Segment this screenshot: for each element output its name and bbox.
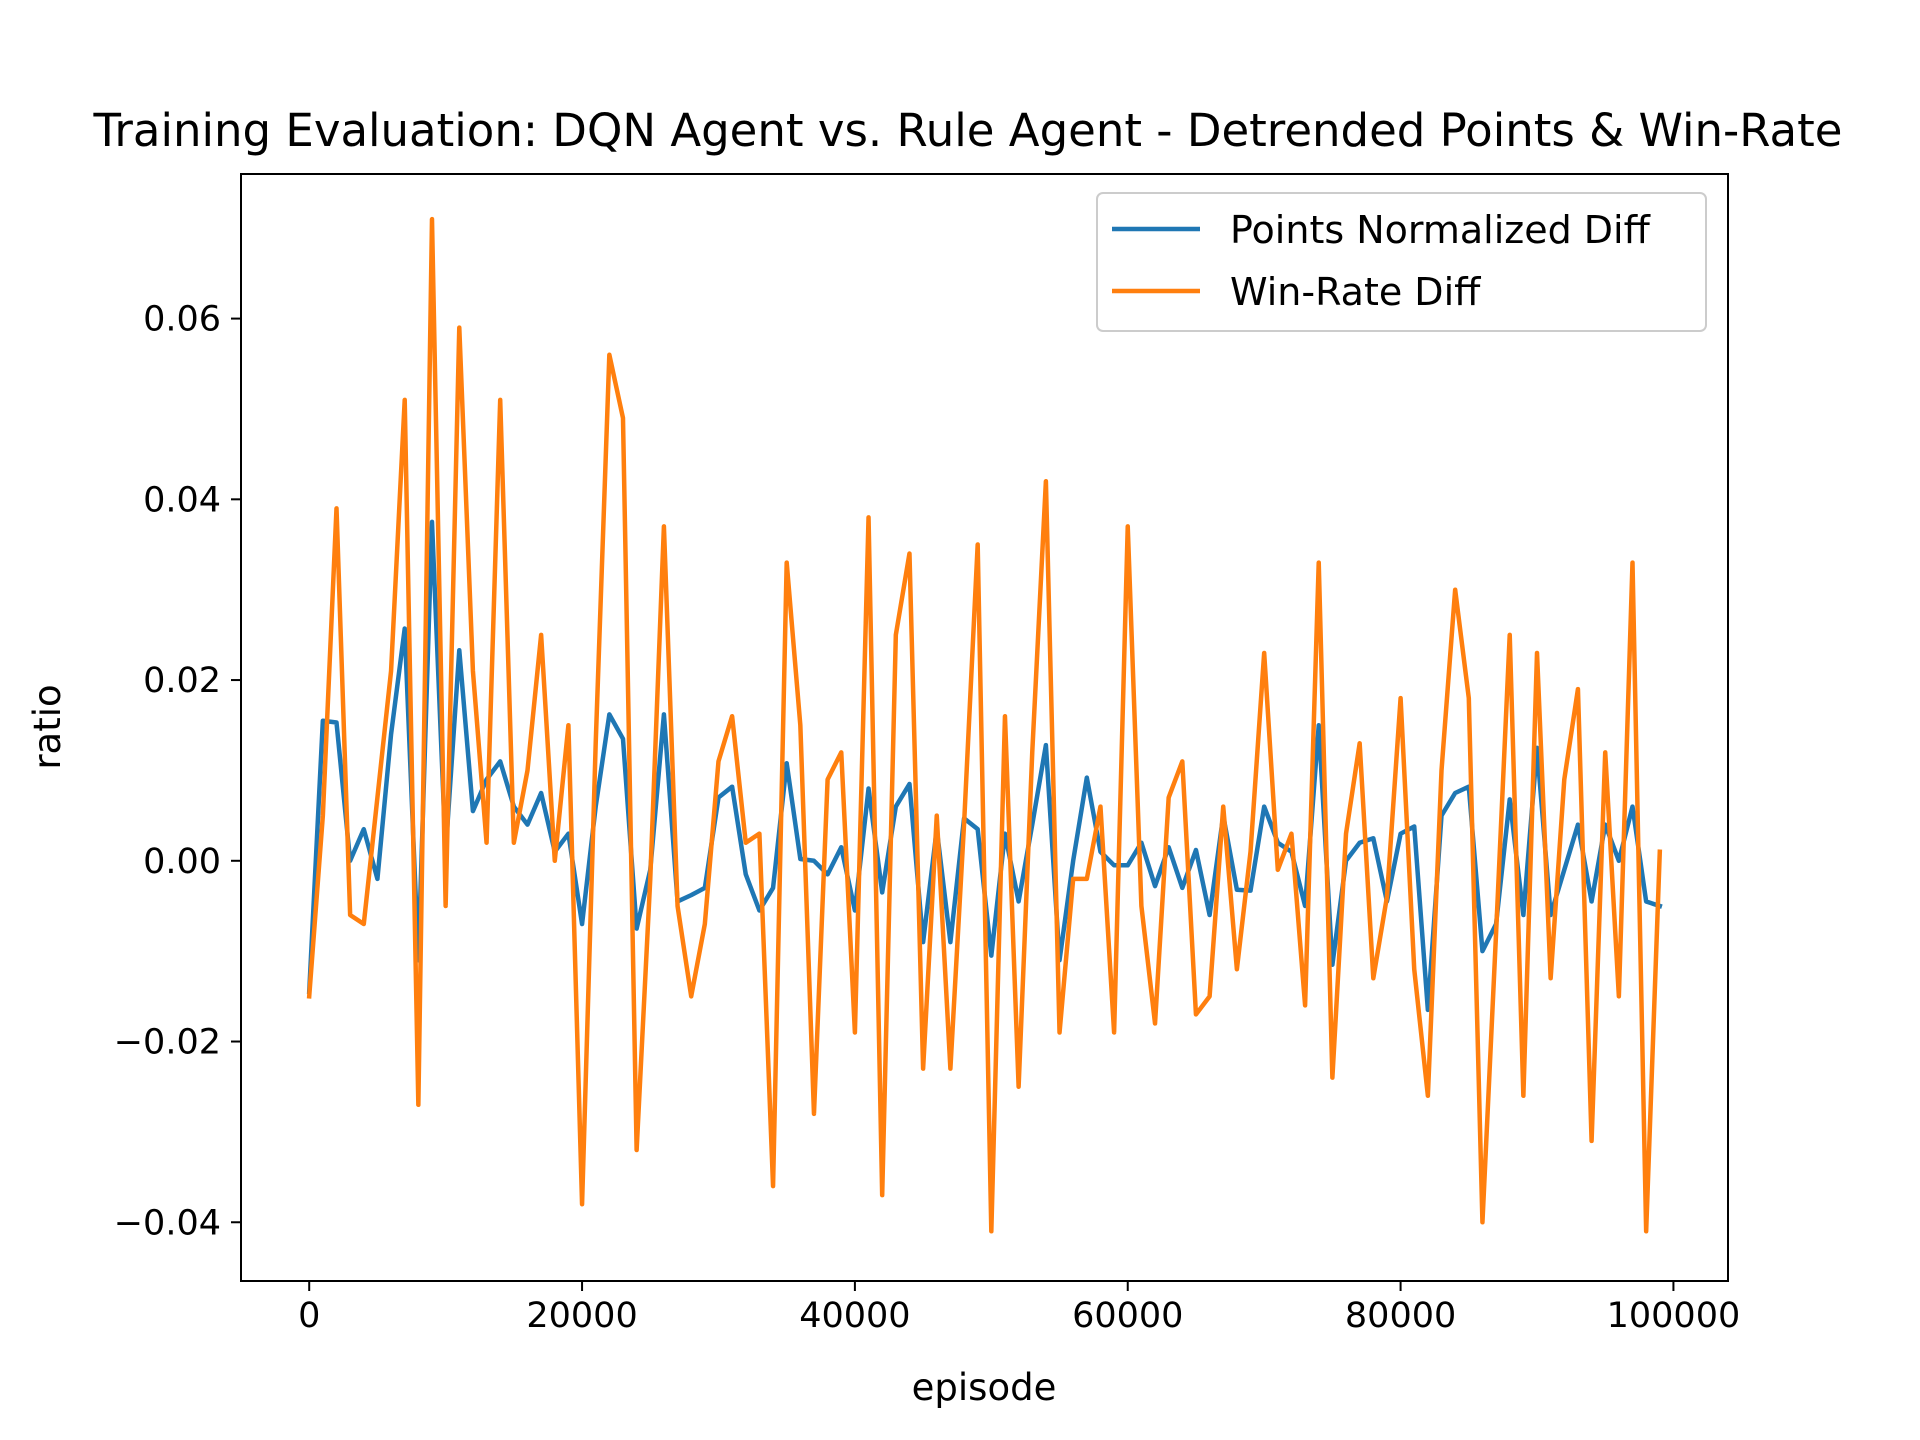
y-tick-label: 0.06 bbox=[143, 300, 221, 340]
x-tick-label: 0 bbox=[298, 1296, 320, 1336]
legend-label-points-normalized-diff: Points Normalized Diff bbox=[1230, 208, 1651, 252]
legend-label-win-rate-diff: Win-Rate Diff bbox=[1230, 270, 1481, 314]
y-tick-label: −0.04 bbox=[114, 1203, 221, 1243]
y-tick-label: 0.02 bbox=[143, 661, 221, 701]
x-tick-label: 40000 bbox=[799, 1296, 910, 1336]
y-tick-label: 0.04 bbox=[143, 480, 221, 520]
y-tick-label: 0.00 bbox=[143, 842, 221, 882]
x-axis-label: episode bbox=[912, 1366, 1057, 1409]
legend: Points Normalized Diff Win-Rate Diff bbox=[1096, 192, 1707, 332]
series-layer bbox=[306, 216, 1663, 1234]
y-axis-label: ratio bbox=[26, 684, 69, 769]
y-tick-label: −0.02 bbox=[114, 1023, 221, 1063]
x-tick-label: 100000 bbox=[1607, 1296, 1741, 1336]
y-axis: −0.04 −0.02 0.00 0.02 0.04 0.06 bbox=[114, 300, 241, 1243]
x-tick-label: 20000 bbox=[526, 1296, 637, 1336]
series-line-win-rate-diff bbox=[306, 216, 1663, 1234]
plot-area-frame bbox=[240, 173, 1729, 1282]
x-tick-label: 80000 bbox=[1345, 1296, 1456, 1336]
chart-title: Training Evaluation: DQN Agent vs. Rule … bbox=[93, 104, 1843, 157]
x-tick-label: 60000 bbox=[1072, 1296, 1183, 1336]
legend-box bbox=[1096, 192, 1707, 332]
x-axis: 0 20000 40000 60000 80000 100000 bbox=[298, 1281, 1740, 1336]
